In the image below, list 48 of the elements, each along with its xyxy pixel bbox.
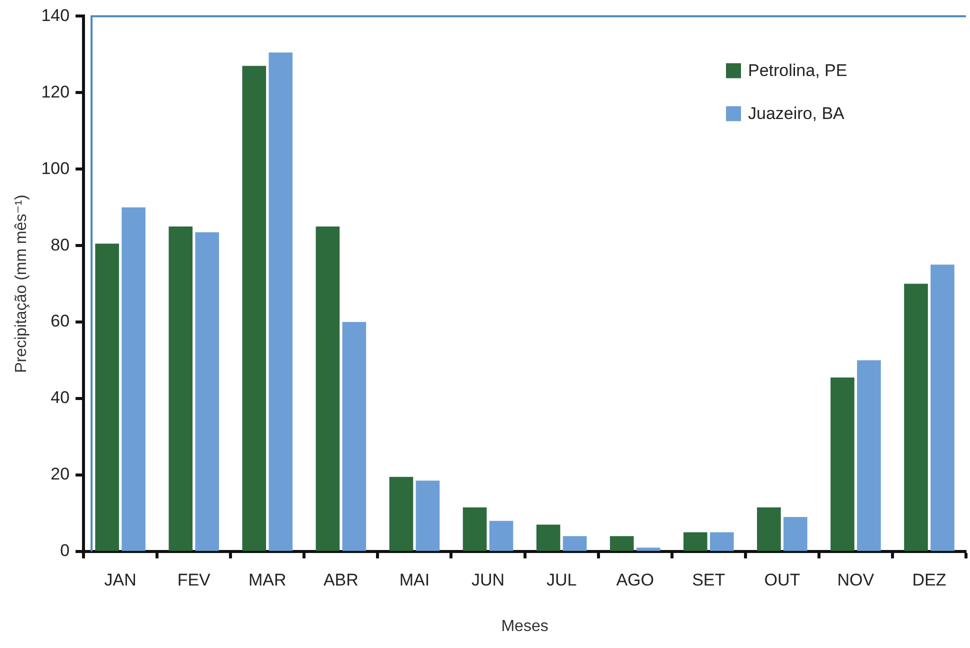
y-tick-label: 100 <box>41 158 70 178</box>
x-tick-label: MAR <box>248 570 286 590</box>
bar <box>195 232 220 551</box>
bar <box>562 536 587 551</box>
x-axis-title: Meses <box>501 618 548 635</box>
bar <box>757 507 781 551</box>
y-tick-label: 40 <box>50 388 70 408</box>
bar <box>536 524 560 551</box>
y-axis-title: Precipitação (mm mês⁻¹) <box>13 194 30 373</box>
x-tick-label: MAI <box>399 570 430 590</box>
x-tick-label: JAN <box>104 570 136 590</box>
y-tick-label: 0 <box>60 541 70 560</box>
bar <box>95 244 120 551</box>
bar <box>683 532 708 551</box>
x-tick-label: SET <box>692 570 726 590</box>
bar <box>168 226 193 551</box>
bar <box>416 480 440 551</box>
bar <box>857 360 881 551</box>
bar <box>783 516 808 551</box>
bar <box>489 520 514 551</box>
y-tick-label: 140 <box>41 6 70 25</box>
y-tick-label: 60 <box>50 312 70 331</box>
x-tick-label: JUL <box>546 570 577 590</box>
x-tick-label: AGO <box>616 570 654 590</box>
bar <box>242 66 266 551</box>
legend-label: Petrolina, PE <box>748 60 848 80</box>
bar <box>342 322 366 551</box>
bar <box>122 207 146 551</box>
y-tick-label: 120 <box>41 82 70 102</box>
bar <box>636 548 660 551</box>
y-tick-label: 80 <box>50 235 70 254</box>
bar <box>930 264 954 551</box>
bar <box>610 536 634 551</box>
bar <box>830 377 854 551</box>
x-tick-label: FEV <box>177 570 212 590</box>
x-tick-label: ABR <box>323 570 358 590</box>
legend-label: Juazeiro, BA <box>748 104 846 123</box>
bar <box>389 476 414 551</box>
bar <box>904 284 928 551</box>
bar <box>710 532 734 551</box>
x-tick-label: NOV <box>837 570 875 590</box>
x-tick-label: JUN <box>471 570 505 590</box>
bar <box>316 226 340 551</box>
x-tick-label: OUT <box>764 570 800 590</box>
x-tick-label: DEZ <box>912 570 946 590</box>
y-tick-label: 20 <box>50 464 70 484</box>
bar <box>268 52 293 551</box>
bar <box>462 507 487 551</box>
